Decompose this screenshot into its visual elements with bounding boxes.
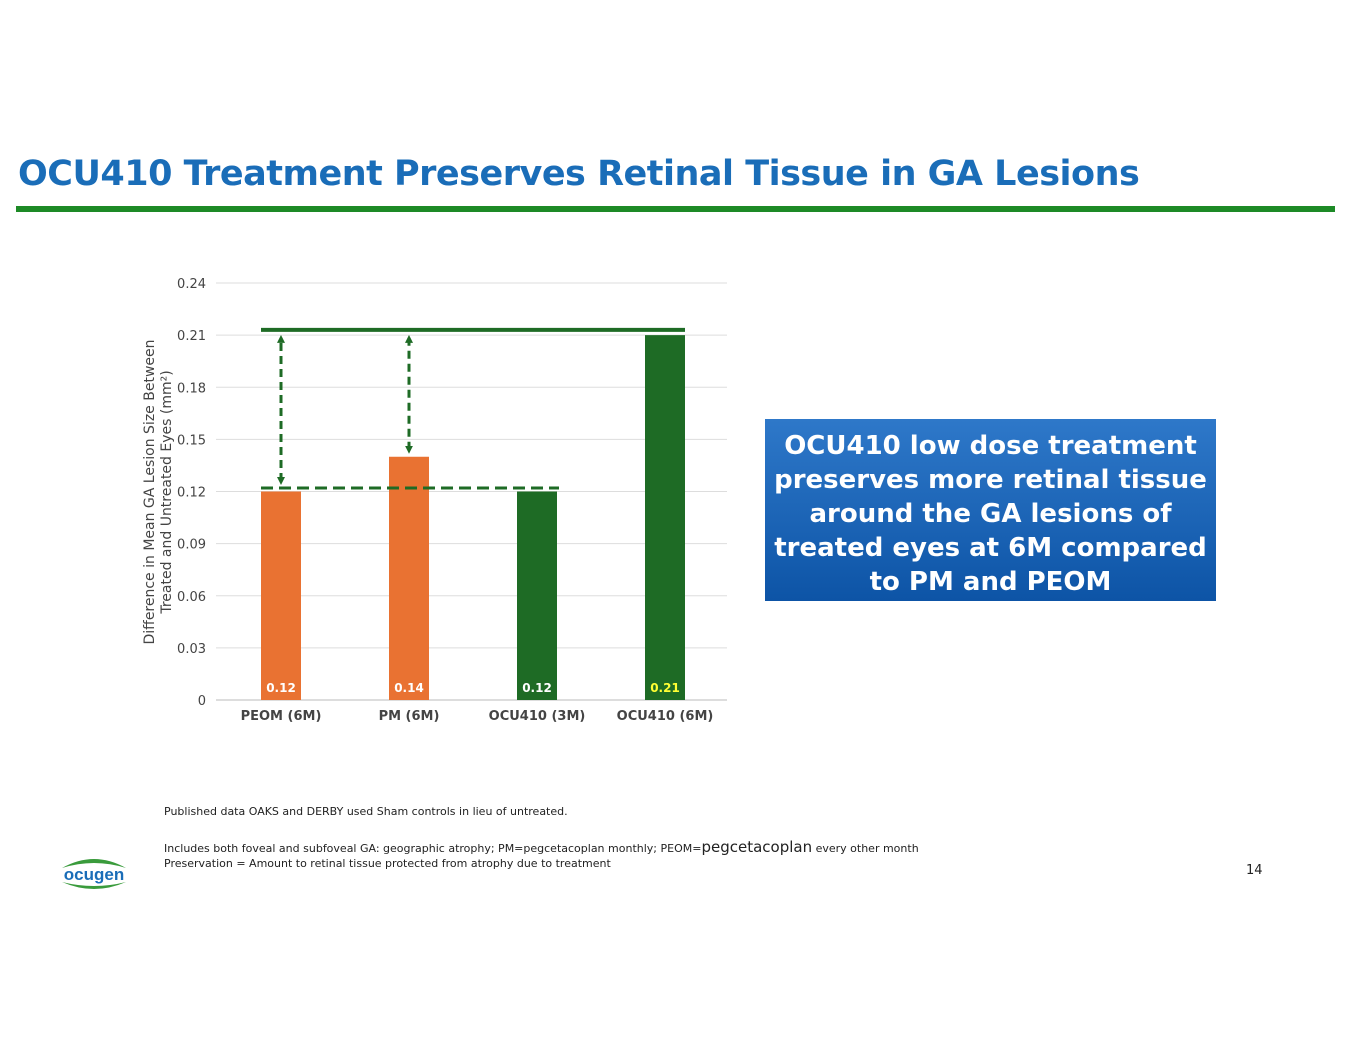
bar-value-label: 0.21 [650, 681, 680, 695]
y-tick-label: 0 [198, 694, 206, 709]
footnote-definitions-text: Includes both foveal and subfoveal GA: g… [164, 842, 702, 855]
bar [645, 335, 685, 700]
y-axis-label-line2: Treated and Untreated Eyes (mm²) [159, 370, 175, 614]
y-axis-label-line1: Difference in Mean GA Lesion Size Betwee… [142, 340, 158, 645]
x-tick-label: PEOM (6M) [241, 709, 322, 724]
page-number: 14 [1246, 863, 1263, 878]
bar [261, 491, 301, 700]
bar-value-label: 0.14 [394, 681, 424, 695]
bar-chart: 0 0.03 0.06 0.09 0.12 0.15 0.18 0.21 0.24 0.12 0.… [142, 277, 727, 724]
y-tick-label: 0.12 [177, 486, 206, 501]
callout-text: OCU410 low dose treatment preserves more… [774, 431, 1207, 597]
title-rule [16, 206, 1335, 212]
bar [517, 491, 557, 700]
ocugen-logo-text: ocugen [64, 865, 124, 884]
footnote-preservation: Preservation = Amount to retinal tissue … [164, 857, 611, 870]
bar [389, 456, 429, 700]
slide-title: OCU410 Treatment Preserves Retinal Tissu… [18, 154, 1140, 194]
x-tick-label: OCU410 (6M) [617, 709, 714, 724]
footnote-published: Published data OAKS and DERBY used Sham … [164, 805, 568, 818]
y-tick-label: 0.03 [177, 642, 206, 657]
bar-value-label: 0.12 [266, 681, 296, 695]
y-tick-label: 0.24 [177, 277, 206, 292]
footnote-pegcetacoplan: pegcetacoplan [701, 838, 813, 856]
footnote-definitions-end: every other month [812, 842, 919, 855]
x-tick-label: PM (6M) [379, 709, 440, 724]
y-tick-label: 0.09 [177, 538, 206, 553]
bar-value-label: 0.12 [522, 681, 552, 695]
y-tick-label: 0.21 [177, 329, 206, 344]
footnote-definitions: Includes both foveal and subfoveal GA: g… [164, 838, 919, 856]
y-tick-label: 0.06 [177, 590, 206, 605]
x-tick-label: OCU410 (3M) [489, 709, 586, 724]
ocugen-logo: ocugen [56, 852, 132, 898]
ocugen-logo-icon: ocugen [62, 859, 126, 889]
y-tick-label: 0.15 [177, 433, 206, 448]
y-tick-label: 0.18 [177, 381, 206, 396]
callout-box: OCU410 low dose treatment preserves more… [765, 419, 1216, 601]
